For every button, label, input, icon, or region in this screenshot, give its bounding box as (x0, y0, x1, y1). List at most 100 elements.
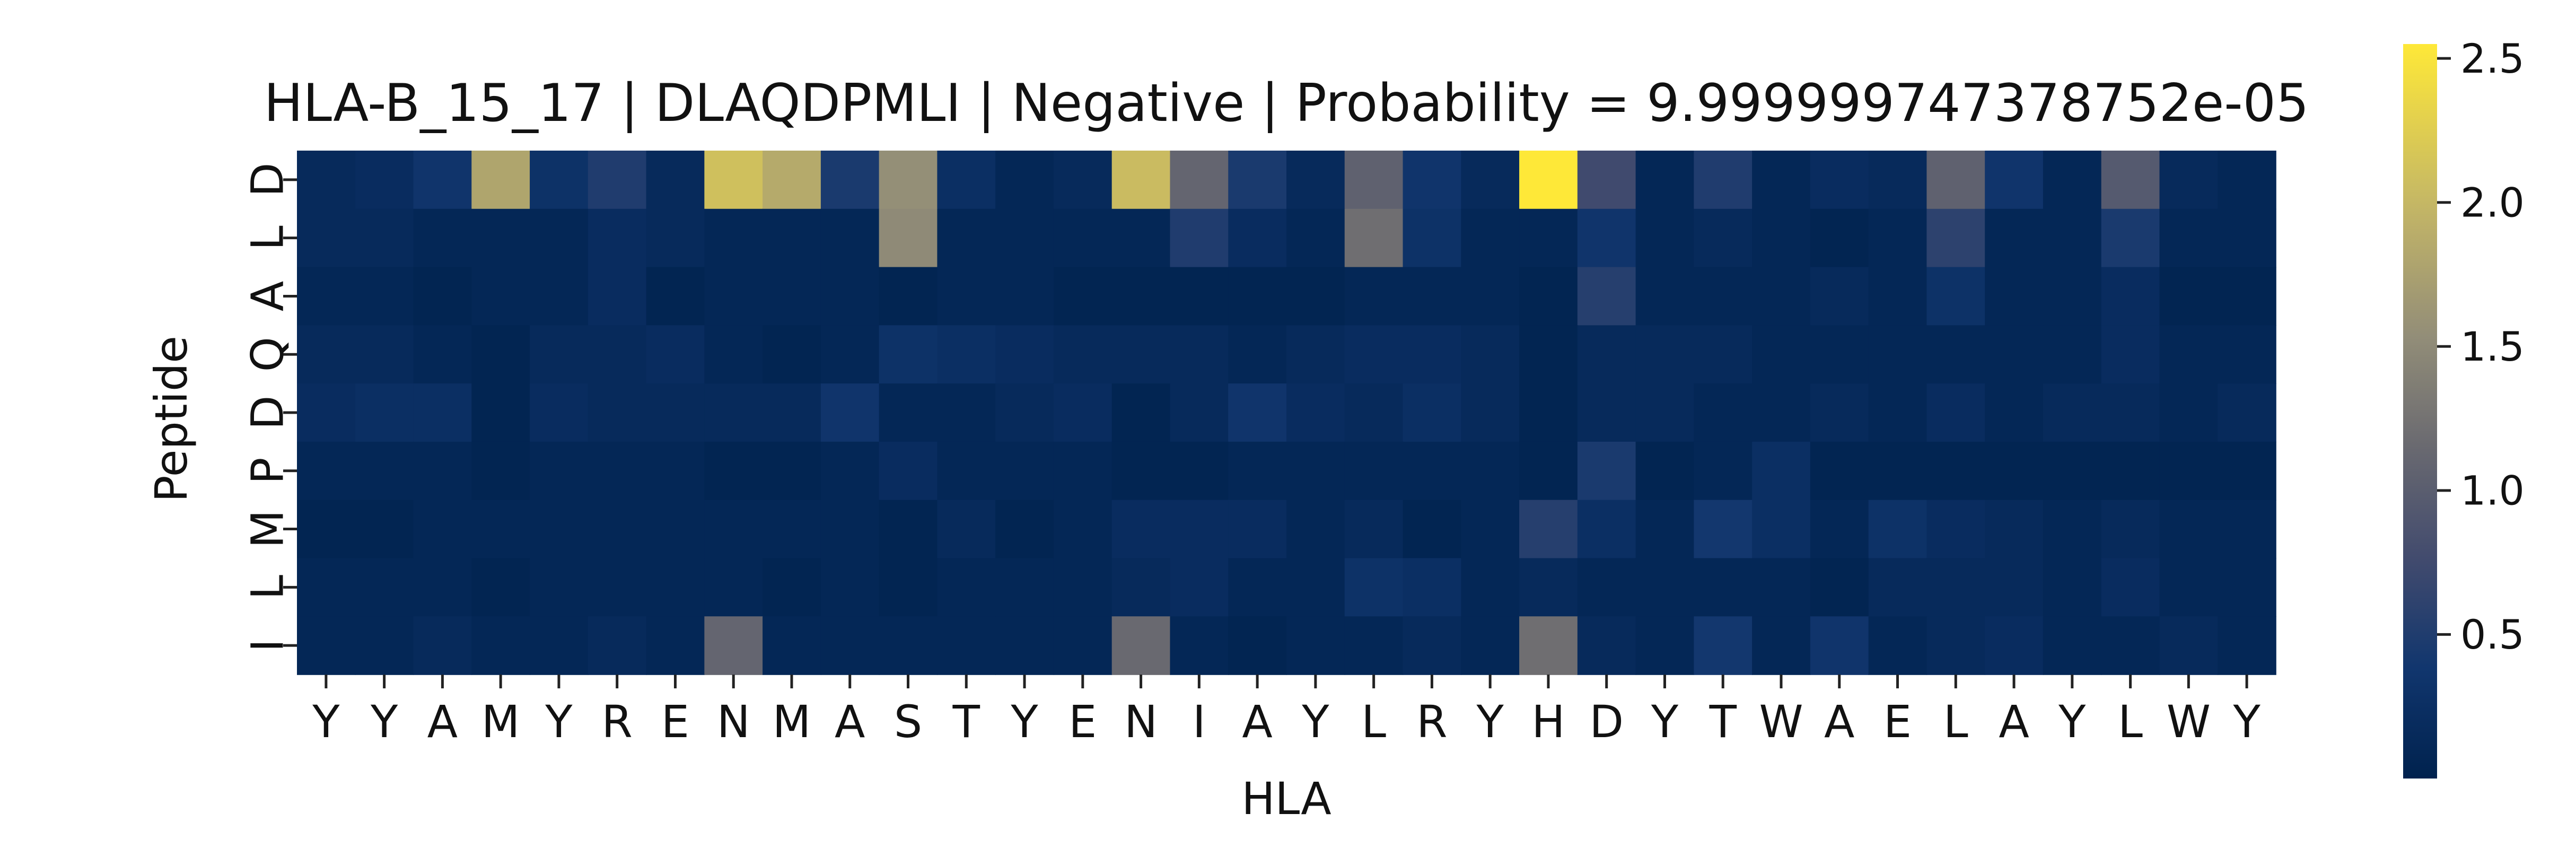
heatmap-cell (1228, 325, 1287, 384)
heatmap-cell (646, 558, 705, 617)
x-tick-label: L (1943, 696, 1968, 748)
heatmap-cell (1985, 500, 2044, 559)
heatmap-cell (820, 616, 880, 675)
y-tick-label: A (241, 281, 293, 311)
heatmap-cell (1403, 325, 1462, 384)
heatmap-cell (646, 267, 705, 326)
y-axis-label: Peptide (145, 336, 197, 502)
heatmap-cell (1111, 441, 1171, 501)
heatmap-cell (2159, 500, 2219, 559)
heatmap-cell (1985, 151, 2044, 209)
heatmap-cell (1635, 558, 1695, 617)
x-tick-label: A (1242, 696, 1272, 748)
heatmap-cell (1228, 208, 1287, 268)
heatmap-cell (2159, 616, 2219, 675)
heatmap-cell (471, 325, 530, 384)
heatmap-cell (1403, 616, 1462, 675)
y-tick-label: L (241, 575, 293, 600)
heatmap-cell (588, 616, 647, 675)
heatmap-cell (1111, 151, 1171, 209)
heatmap-cell (1694, 151, 1753, 209)
colorbar-tick-label: 1.5 (2460, 323, 2525, 370)
heatmap-cell (2218, 441, 2276, 501)
heatmap-cell (879, 151, 938, 209)
heatmap-cell (1461, 558, 1520, 617)
heatmap-cell (646, 441, 705, 501)
heatmap-cell (2159, 267, 2219, 326)
heatmap-cell (1170, 151, 1229, 209)
heatmap-cell (1868, 151, 1927, 209)
heatmap-cell (2218, 267, 2276, 326)
x-tick-label: N (1124, 696, 1158, 748)
heatmap-cell (355, 616, 414, 675)
x-tick-label: R (1416, 696, 1447, 748)
heatmap-cell (2159, 151, 2219, 209)
heatmap-cell (2043, 558, 2102, 617)
heatmap-cell (937, 383, 996, 442)
heatmap-cell (2159, 383, 2219, 442)
heatmap-cell (820, 208, 880, 268)
heatmap-cell (297, 208, 356, 268)
heatmap-cell (588, 151, 647, 209)
heatmap-cell (704, 151, 763, 209)
heatmap-cell (1635, 325, 1695, 384)
heatmap-cell (1752, 325, 1811, 384)
heatmap-cell (1344, 441, 1404, 501)
heatmap-cell (1053, 208, 1112, 268)
x-tick-label: W (2167, 696, 2211, 748)
y-axis-ticks: DLAQDPMLI (241, 163, 297, 652)
x-tick-label: A (427, 696, 458, 748)
heatmap-cell (1111, 267, 1171, 326)
heatmap-cell (763, 383, 821, 442)
x-tick-label: L (1361, 696, 1386, 748)
heatmap-cell (1810, 500, 1869, 559)
heatmap-cell (1635, 151, 1695, 209)
heatmap-cell (820, 267, 880, 326)
heatmap-cell (2218, 208, 2276, 268)
heatmap-cell (1868, 383, 1927, 442)
heatmap-cell (2101, 208, 2160, 268)
heatmap-cell (355, 267, 414, 326)
x-tick-label: Y (312, 696, 340, 748)
heatmap-cell (937, 441, 996, 501)
heatmap-cell (1694, 325, 1753, 384)
x-tick-label: L (2118, 696, 2143, 748)
heatmap-cell (1519, 267, 1578, 326)
heatmap-cell (2159, 441, 2219, 501)
x-tick-label: E (1068, 696, 1097, 748)
heatmap-cell (995, 208, 1054, 268)
heatmap-cell (297, 151, 356, 209)
heatmap-cell (2043, 267, 2102, 326)
heatmap-cell (1635, 616, 1695, 675)
heatmap-cell (1228, 616, 1287, 675)
heatmap-cell (820, 500, 880, 559)
y-tick-label: P (241, 457, 293, 484)
heatmap-cell (704, 441, 763, 501)
heatmap-cell (413, 325, 472, 384)
heatmap-cell (471, 267, 530, 326)
heatmap-cell (1403, 558, 1462, 617)
heatmap-cell (297, 441, 356, 501)
heatmap-cell (937, 558, 996, 617)
heatmap-cell (1694, 383, 1753, 442)
heatmap-cell (530, 325, 589, 384)
heatmap-cell (413, 441, 472, 501)
heatmap-cell (1461, 325, 1520, 384)
heatmap-cell (1926, 267, 1985, 326)
heatmap-cell (588, 267, 647, 326)
heatmap-cell (1286, 616, 1345, 675)
heatmap-cell (2101, 616, 2160, 675)
heatmap-cell (355, 208, 414, 268)
heatmap-cell (2101, 383, 2160, 442)
heatmap-cell (995, 441, 1054, 501)
heatmap-cell (879, 383, 938, 442)
heatmap-cell (1519, 151, 1578, 209)
heatmap-cell (1810, 151, 1869, 209)
x-tick-label: T (952, 696, 980, 748)
heatmap-cell (413, 500, 472, 559)
x-tick-label: R (602, 696, 633, 748)
heatmap-cell (471, 500, 530, 559)
x-axis-label: HLA (1241, 773, 1331, 825)
heatmap-cell (763, 208, 821, 268)
heatmap-cell (1519, 208, 1578, 268)
